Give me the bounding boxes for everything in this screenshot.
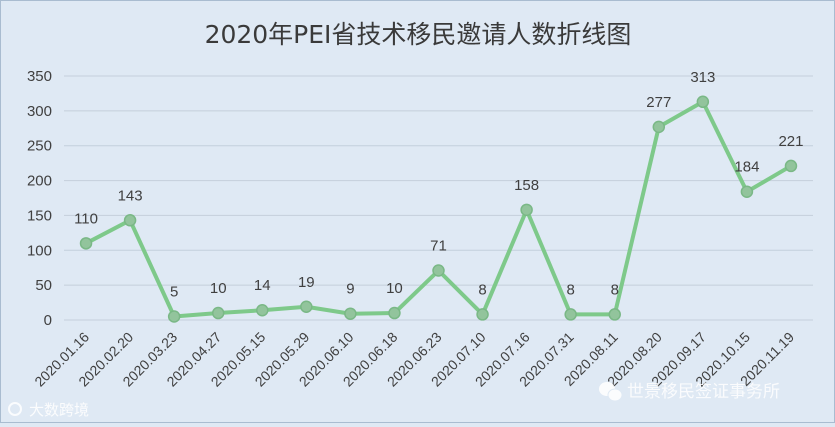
data-label: 10	[210, 280, 227, 297]
y-axis: 0 50 100 150 200 250 300 350	[27, 68, 52, 329]
y-tick-label: 50	[35, 277, 52, 294]
data-label: 110	[74, 210, 98, 227]
data-label: 14	[254, 277, 271, 294]
watermark-right: 世景移民签证事务所	[599, 382, 780, 402]
data-label: 277	[646, 94, 671, 111]
y-tick-label: 0	[44, 312, 52, 329]
data-point	[388, 306, 401, 320]
y-tick-label: 150	[27, 207, 52, 224]
data-label: 184	[734, 159, 759, 176]
data-point	[344, 307, 357, 320]
data-point	[740, 185, 754, 198]
data-point	[520, 203, 533, 217]
watermark-left-text: 大数跨境	[29, 401, 89, 419]
data-label: 10	[386, 280, 403, 297]
series-line	[84, 99, 793, 319]
data-point	[652, 120, 666, 134]
grid-lines	[64, 75, 813, 321]
data-label: 71	[430, 238, 447, 255]
data-point	[123, 214, 137, 227]
wechat-icon	[599, 382, 623, 402]
data-point	[300, 300, 313, 314]
x-axis: 2020.01.162020.02.202020.03.232020.04.27…	[31, 329, 797, 390]
y-tick-label: 250	[27, 138, 52, 155]
watermark-logo-icon	[8, 402, 22, 416]
data-point	[784, 159, 798, 173]
data-label: 8	[478, 281, 486, 298]
data-point	[167, 310, 181, 323]
data-point	[256, 303, 269, 317]
watermark-right-text: 世景移民签证事务所	[627, 382, 780, 402]
y-tick-label: 100	[27, 242, 52, 259]
data-label: 158	[514, 177, 539, 194]
data-label: 19	[298, 274, 315, 291]
y-tick-label: 350	[27, 68, 52, 85]
data-label: 8	[611, 281, 619, 298]
data-point	[432, 264, 445, 277]
data-point	[79, 237, 93, 250]
data-label: 5	[170, 284, 178, 301]
watermark-left: 大数跨境	[8, 401, 89, 419]
data-label: 9	[346, 281, 354, 298]
y-tick-label: 300	[27, 103, 52, 120]
y-tick-label: 200	[27, 173, 52, 190]
data-label: 313	[690, 69, 715, 86]
data-points	[79, 95, 798, 323]
chart-title: 2020年PEI省技术移民邀请人数折线图	[205, 20, 632, 49]
data-label: 221	[778, 133, 803, 150]
data-point	[211, 306, 225, 320]
data-point	[564, 308, 577, 321]
data-label: 8	[567, 281, 575, 298]
data-labels: 110 143 5 10 14 19 9 10 71 8 158 8 8 277 313 184 221	[74, 69, 803, 301]
data-point	[608, 308, 621, 321]
data-point	[476, 308, 489, 321]
data-label: 143	[118, 187, 143, 204]
data-point	[696, 95, 710, 109]
